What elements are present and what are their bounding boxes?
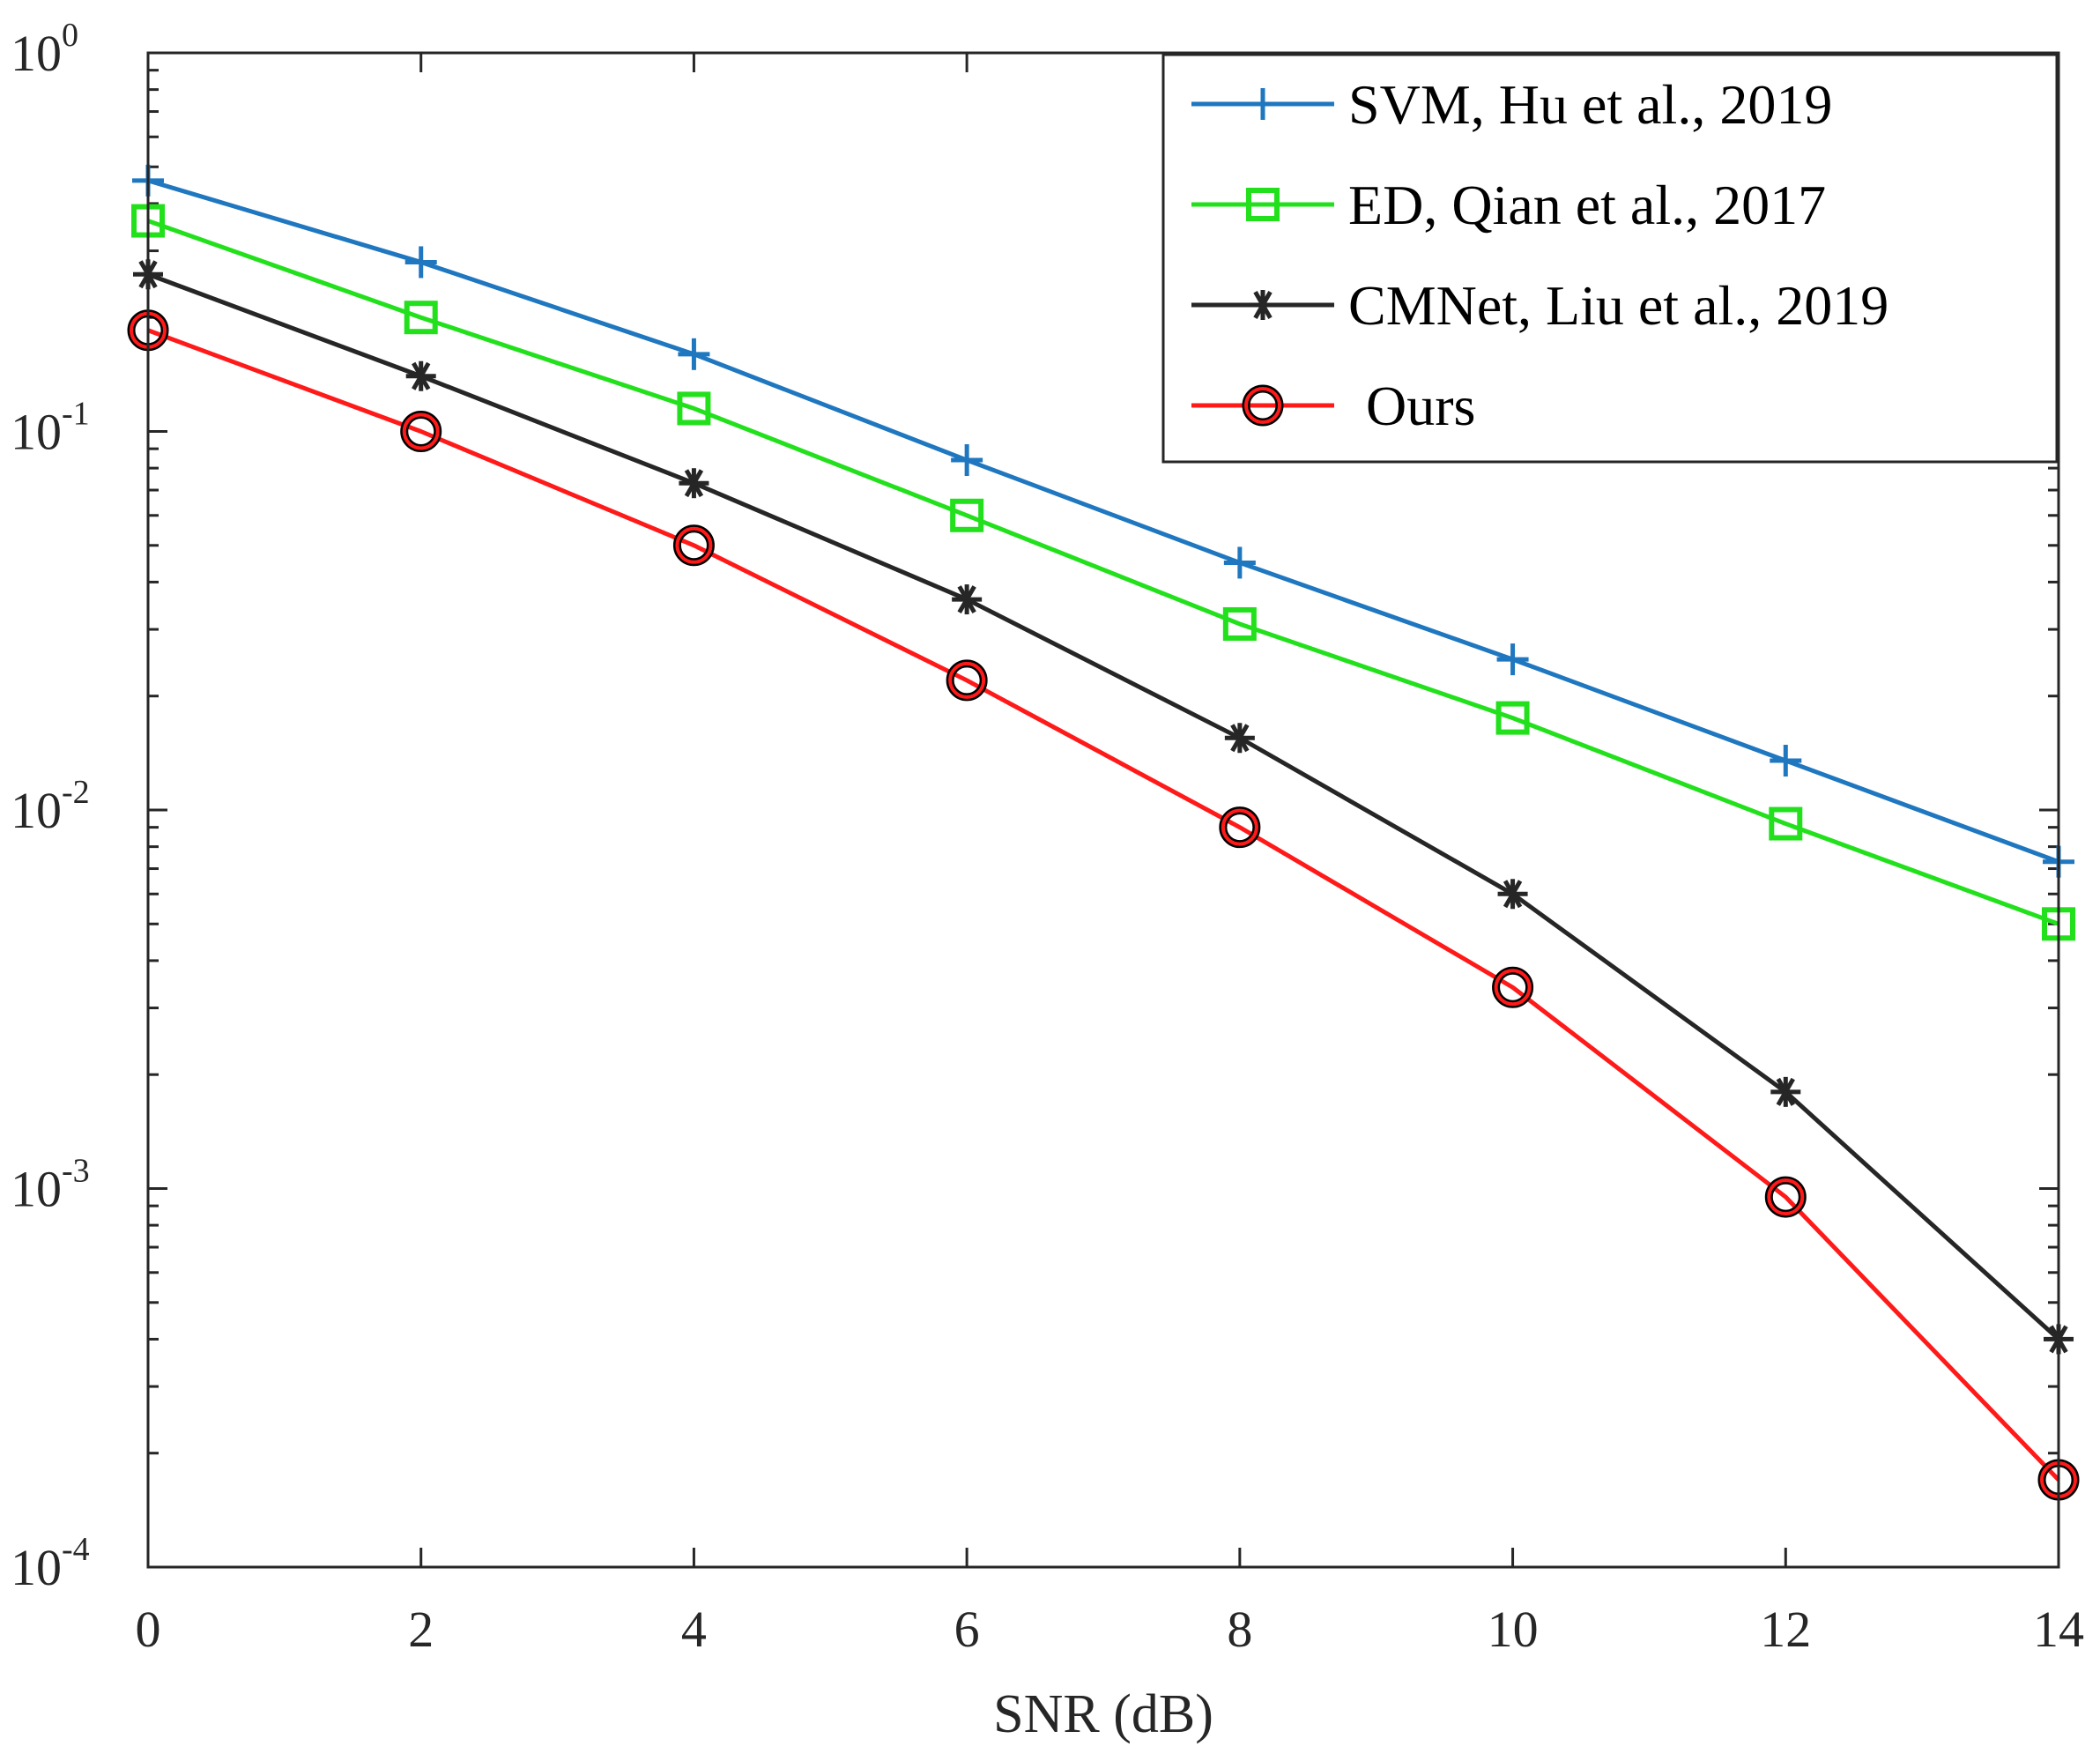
- data-point-series-2: [677, 391, 711, 426]
- series-line-3: [147, 271, 2060, 1341]
- legend-entry: ED, Qian et al., 2017: [1191, 174, 1826, 236]
- legend-marker: [1242, 384, 1284, 427]
- data-point-series-3: [1770, 1076, 1801, 1107]
- data-point-series-4: [1764, 1176, 1807, 1218]
- data-point-series-4: [1219, 806, 1261, 849]
- legend-marker: [1248, 290, 1278, 320]
- data-point-series-2: [404, 301, 438, 335]
- data-point-series-4: [672, 524, 715, 567]
- x-tick-label: 14: [2033, 1601, 2084, 1658]
- legend-label: SVM, Hu et al., 2019: [1348, 73, 1832, 136]
- x-tick-label: 4: [681, 1601, 707, 1658]
- data-point-series-4: [946, 659, 988, 702]
- x-tick-label: 10: [1488, 1601, 1539, 1658]
- series-lines: [147, 178, 2060, 1482]
- data-point-series-2: [950, 498, 984, 532]
- data-point-series-3: [1497, 879, 1528, 910]
- x-tick-label: 12: [1760, 1601, 1811, 1658]
- x-tick-labels: 0 2 4 6 8 10 12 14: [136, 1601, 2085, 1658]
- x-tick-label: 8: [1227, 1601, 1252, 1658]
- x-axis-title: SNR (dB): [993, 1684, 1213, 1744]
- y-tick-label: 10-2: [11, 774, 90, 839]
- legend: SVM, Hu et al., 2019 ED, Qian et al., 201…: [1161, 53, 2059, 464]
- data-point-series-1: [1223, 546, 1256, 579]
- legend-marker: [1246, 188, 1280, 221]
- data-point-series-3: [1224, 723, 1255, 754]
- plot-frame: [146, 51, 2060, 1569]
- data-point-series-1: [951, 444, 983, 477]
- data-point-series-2: [1495, 701, 1530, 735]
- x-tick-label: 6: [954, 1601, 980, 1658]
- data-point-series-3: [405, 360, 436, 391]
- data-point-series-1: [1770, 745, 1802, 777]
- legend-box: [1161, 53, 2059, 464]
- data-point-series-3: [679, 468, 709, 499]
- legend-entry: SVM, Hu et al., 2019: [1191, 73, 1832, 136]
- legend-label: ED, Qian et al., 2017: [1348, 174, 1826, 236]
- x-tick-label: 2: [408, 1601, 434, 1658]
- legend-label: CMNet, Liu et al., 2019: [1348, 274, 1889, 337]
- data-point-series-1: [678, 338, 710, 370]
- data-point-series-3: [952, 584, 983, 615]
- series-line-1: [147, 178, 2059, 865]
- legend-entry: Ours: [1191, 375, 1475, 437]
- data-point-series-2: [1222, 606, 1257, 641]
- series-line-4: [147, 328, 2060, 1482]
- data-point-series-1: [404, 246, 437, 279]
- legend-entry: CMNet, Liu et al., 2019: [1191, 274, 1889, 337]
- x-tick-label: 0: [136, 1601, 161, 1658]
- data-point-series-2: [1769, 806, 1803, 841]
- legend-label: Ours: [1366, 375, 1475, 437]
- data-point-series-4: [1492, 966, 1534, 1008]
- legend-marker: [1247, 88, 1279, 120]
- data-point-series-4: [400, 411, 442, 452]
- y-tick-label: 100: [11, 17, 78, 82]
- data-point-series-1: [1496, 643, 1529, 676]
- series-line-2: [147, 219, 2059, 926]
